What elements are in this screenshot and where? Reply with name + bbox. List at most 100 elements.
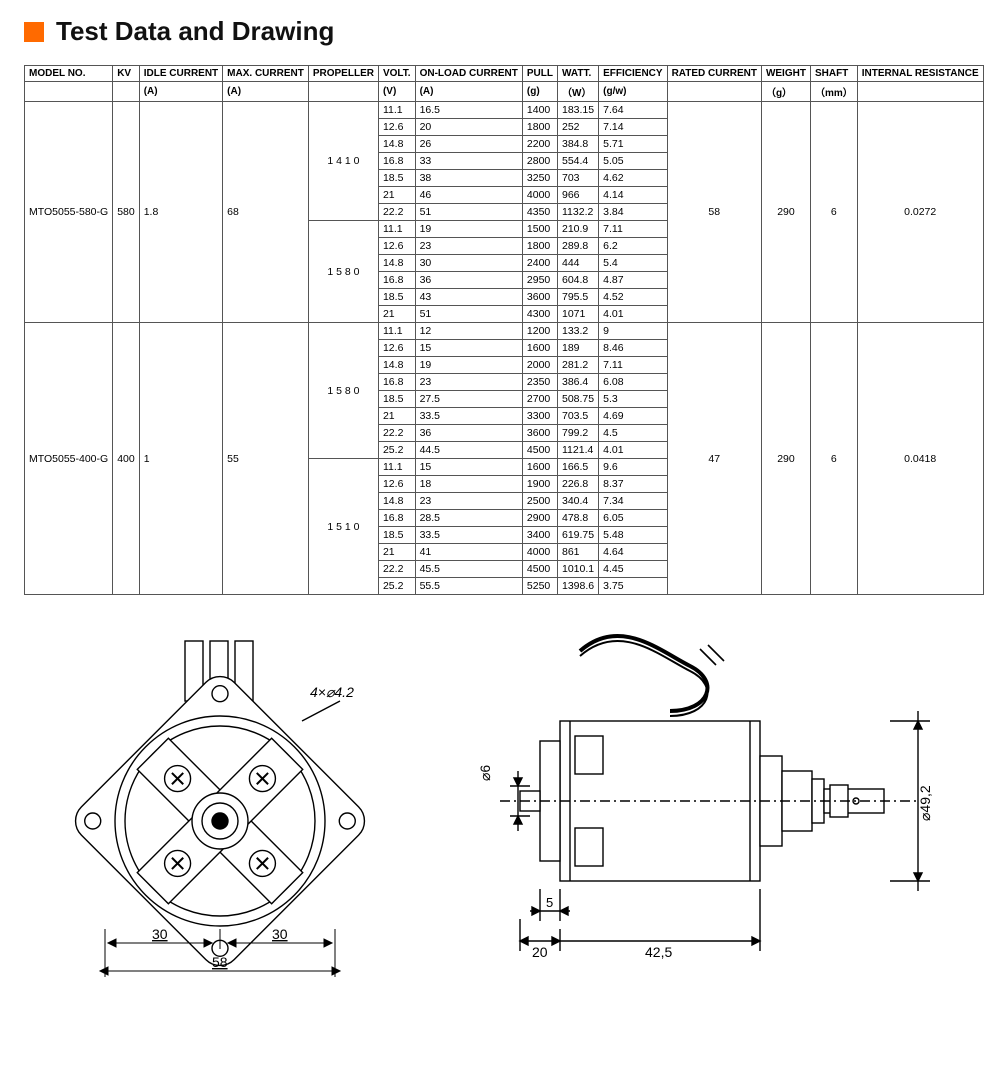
cell-value: 16.8 (378, 374, 415, 391)
cell-value: 12 (415, 323, 522, 340)
cell-value: 12.6 (378, 476, 415, 493)
cell-value: 23 (415, 238, 522, 255)
cell-value: 799.2 (558, 425, 599, 442)
cell-value: 46 (415, 187, 522, 204)
unit-cell: (A) (415, 82, 522, 102)
cell-value: 14.8 (378, 136, 415, 153)
dim-body-dia: ⌀49,2 (917, 785, 933, 821)
cell-value: 2800 (522, 153, 557, 170)
cell-value: 166.5 (558, 459, 599, 476)
cell-value: 33.5 (415, 527, 522, 544)
cell-value: 21 (378, 187, 415, 204)
unit-cell: (A) (223, 82, 309, 102)
cell-value: 11.1 (378, 459, 415, 476)
cell-value: 6.05 (599, 510, 667, 527)
cell-value: 1800 (522, 119, 557, 136)
cell-value: 12.6 (378, 238, 415, 255)
cell-value: 14.8 (378, 493, 415, 510)
header-row: MODEL NO.KVIDLE CURRENTMAX. CURRENTPROPE… (25, 66, 984, 82)
cell-value: 33.5 (415, 408, 522, 425)
cell-value: 966 (558, 187, 599, 204)
cell-value: 25.2 (378, 578, 415, 595)
cell-value: 44.5 (415, 442, 522, 459)
cell-value: 28.5 (415, 510, 522, 527)
cell-value: 14.8 (378, 357, 415, 374)
dim-58: 58 (212, 954, 228, 970)
cell-propeller: 1 4 1 0 (308, 102, 378, 221)
cell-value: 289.8 (558, 238, 599, 255)
cell-value: 7.34 (599, 493, 667, 510)
cell-rated_current: 47 (667, 323, 761, 595)
cell-value: 2400 (522, 255, 557, 272)
unit-cell: （mm） (810, 82, 857, 102)
cell-value: 2900 (522, 510, 557, 527)
dim-hole-label: 4×⌀4.2 (310, 684, 354, 700)
data-row: MTO5055-400-G4001551 5 8 011.1121200133.… (25, 323, 984, 340)
cell-value: 16.5 (415, 102, 522, 119)
cell-value: 1200 (522, 323, 557, 340)
dim-30a: 30 (152, 926, 168, 942)
cell-value: 4.01 (599, 306, 667, 323)
title-bullet-icon (24, 22, 44, 42)
cell-value: 1500 (522, 221, 557, 238)
cell-idle_current: 1 (139, 323, 222, 595)
cell-value: 2950 (522, 272, 557, 289)
cell-value: 4.01 (599, 442, 667, 459)
cell-value: 22.2 (378, 425, 415, 442)
cell-value: 8.46 (599, 340, 667, 357)
cell-value: 26 (415, 136, 522, 153)
cell-value: 554.4 (558, 153, 599, 170)
dim-shaft-dia: ⌀6 (477, 765, 493, 781)
section-title: Test Data and Drawing (56, 16, 334, 47)
cell-value: 51 (415, 306, 522, 323)
cell-value: 41 (415, 544, 522, 561)
cell-value: 4000 (522, 544, 557, 561)
cell-value: 478.8 (558, 510, 599, 527)
cell-value: 30 (415, 255, 522, 272)
cell-value: 340.4 (558, 493, 599, 510)
cell-value: 14.8 (378, 255, 415, 272)
column-header: WEIGHT (761, 66, 810, 82)
cell-value: 11.1 (378, 323, 415, 340)
cell-value: 21 (378, 408, 415, 425)
unit-cell: (g/w) (599, 82, 667, 102)
cell-max_current: 55 (223, 323, 309, 595)
cell-value: 1800 (522, 238, 557, 255)
cell-value: 3250 (522, 170, 557, 187)
cell-value: 45.5 (415, 561, 522, 578)
cell-value: 1398.6 (558, 578, 599, 595)
cell-value: 8.37 (599, 476, 667, 493)
cell-value: 16.8 (378, 272, 415, 289)
cell-value: 7.11 (599, 221, 667, 238)
cell-value: 252 (558, 119, 599, 136)
cell-value: 55.5 (415, 578, 522, 595)
cell-value: 5.48 (599, 527, 667, 544)
cell-propeller: 1 5 1 0 (308, 459, 378, 595)
column-header: PULL (522, 66, 557, 82)
cell-value: 18.5 (378, 170, 415, 187)
cell-value: 795.5 (558, 289, 599, 306)
cell-value: 9.6 (599, 459, 667, 476)
cell-kv: 400 (113, 323, 140, 595)
unit-cell: (V) (378, 82, 415, 102)
cell-value: 5.4 (599, 255, 667, 272)
cell-value: 2000 (522, 357, 557, 374)
cell-shaft: 6 (810, 323, 857, 595)
cell-weight: 290 (761, 323, 810, 595)
cell-value: 4000 (522, 187, 557, 204)
cell-model_no: MTO5055-580-G (25, 102, 113, 323)
cell-propeller: 1 5 8 0 (308, 323, 378, 459)
unit-cell (857, 82, 983, 102)
cell-value: 20 (415, 119, 522, 136)
cell-value: 11.1 (378, 102, 415, 119)
cell-value: 5.71 (599, 136, 667, 153)
cell-value: 1400 (522, 102, 557, 119)
cell-value: 703.5 (558, 408, 599, 425)
cell-value: 5250 (522, 578, 557, 595)
cell-value: 9 (599, 323, 667, 340)
units-row: (A)(A)(V)(A)(g)（W）(g/w)（g）（mm） (25, 82, 984, 102)
cell-value: 4350 (522, 204, 557, 221)
cell-value: 508.75 (558, 391, 599, 408)
cell-kv: 580 (113, 102, 140, 323)
cell-value: 210.9 (558, 221, 599, 238)
